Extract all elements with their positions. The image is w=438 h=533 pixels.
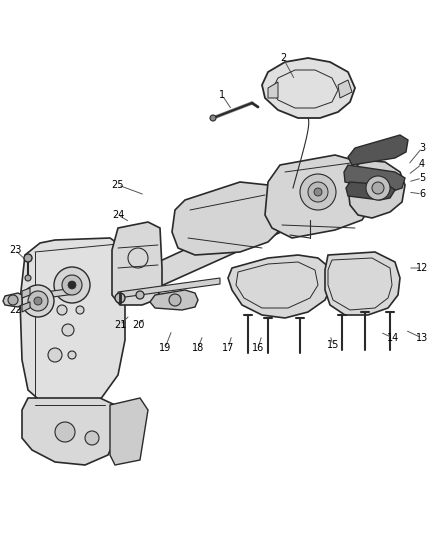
Text: 23: 23 <box>9 245 21 255</box>
Polygon shape <box>338 80 352 98</box>
Text: 16: 16 <box>252 343 264 353</box>
Text: 2: 2 <box>280 53 286 63</box>
Text: 13: 13 <box>416 333 428 343</box>
Polygon shape <box>15 288 75 302</box>
Polygon shape <box>346 182 395 200</box>
Text: 6: 6 <box>419 189 425 199</box>
Polygon shape <box>172 182 278 255</box>
Polygon shape <box>348 135 408 165</box>
Polygon shape <box>3 293 22 307</box>
Circle shape <box>314 188 322 196</box>
Text: 24: 24 <box>112 210 124 220</box>
Text: 20: 20 <box>132 320 144 330</box>
Circle shape <box>85 431 99 445</box>
Circle shape <box>34 297 42 305</box>
Circle shape <box>300 174 336 210</box>
Text: 14: 14 <box>387 333 399 343</box>
Circle shape <box>210 115 216 121</box>
Circle shape <box>48 348 62 362</box>
Circle shape <box>366 176 390 200</box>
Polygon shape <box>325 252 400 315</box>
Circle shape <box>25 275 31 281</box>
Circle shape <box>62 275 82 295</box>
Text: 18: 18 <box>192 343 204 353</box>
Text: 3: 3 <box>419 143 425 153</box>
Polygon shape <box>22 398 115 465</box>
Circle shape <box>169 294 181 306</box>
Polygon shape <box>22 288 30 298</box>
Text: 1: 1 <box>219 90 225 100</box>
Polygon shape <box>150 290 198 310</box>
Circle shape <box>57 305 67 315</box>
Circle shape <box>76 306 84 314</box>
Polygon shape <box>268 82 278 98</box>
Text: 5: 5 <box>419 173 425 183</box>
Text: 21: 21 <box>114 320 126 330</box>
Polygon shape <box>228 255 332 318</box>
Polygon shape <box>265 155 372 238</box>
Text: 4: 4 <box>419 159 425 169</box>
Polygon shape <box>118 278 220 298</box>
Polygon shape <box>22 302 30 312</box>
Text: 25: 25 <box>112 180 124 190</box>
Circle shape <box>115 293 125 303</box>
Text: 17: 17 <box>222 343 234 353</box>
Polygon shape <box>110 398 148 465</box>
Circle shape <box>8 295 18 305</box>
Text: 22: 22 <box>9 305 21 315</box>
Polygon shape <box>348 160 405 218</box>
Circle shape <box>136 291 144 299</box>
Circle shape <box>308 182 328 202</box>
Polygon shape <box>20 238 125 410</box>
Polygon shape <box>138 188 335 292</box>
Text: 15: 15 <box>327 340 339 350</box>
Polygon shape <box>112 222 162 305</box>
Circle shape <box>62 324 74 336</box>
Circle shape <box>55 422 75 442</box>
Text: 19: 19 <box>159 343 171 353</box>
Circle shape <box>28 291 48 311</box>
Polygon shape <box>262 58 355 118</box>
Circle shape <box>22 285 54 317</box>
Circle shape <box>372 182 384 194</box>
Circle shape <box>68 351 76 359</box>
Circle shape <box>68 281 76 289</box>
Text: 12: 12 <box>416 263 428 273</box>
Polygon shape <box>344 165 405 192</box>
Circle shape <box>54 267 90 303</box>
Circle shape <box>24 254 32 262</box>
